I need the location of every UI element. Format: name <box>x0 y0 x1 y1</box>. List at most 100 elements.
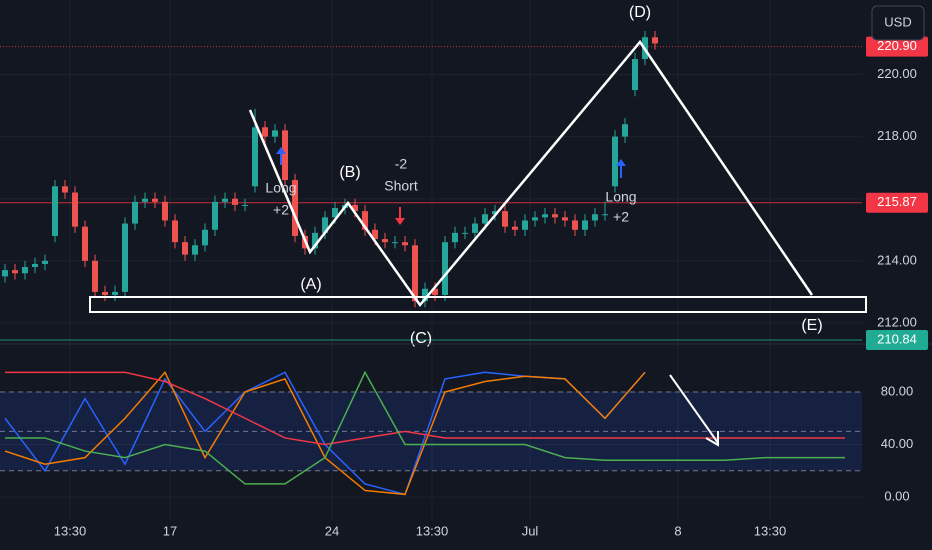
candle-body <box>602 214 608 216</box>
candle-body <box>82 226 88 261</box>
candle-body <box>242 204 248 206</box>
wave-label: (D) <box>629 4 651 21</box>
candle-body <box>582 220 588 230</box>
candle-body <box>112 291 118 295</box>
candle-body <box>42 260 48 264</box>
candle-body <box>182 242 188 255</box>
y-tick-label: 218.00 <box>877 128 917 143</box>
wave-pattern <box>248 39 814 308</box>
x-tick-label: 8 <box>674 523 681 538</box>
x-tick-label: 13:30 <box>416 523 449 538</box>
candle-body <box>382 239 388 243</box>
candle-body <box>322 217 328 233</box>
x-tick-label: 24 <box>325 523 339 538</box>
x-tick-label: Jul <box>522 523 539 538</box>
price-tag-label: 220.90 <box>877 38 917 53</box>
indicator-line <box>5 370 845 485</box>
candle-body <box>652 37 658 44</box>
price-tag-label: 215.87 <box>877 194 917 209</box>
price-tag-label: 210.84 <box>877 331 917 346</box>
candle-body <box>152 198 158 202</box>
candle-body <box>2 270 8 277</box>
candle-body <box>552 214 558 218</box>
candle-body <box>512 226 518 230</box>
short-arrow-head <box>395 218 405 225</box>
candle-body <box>572 220 578 230</box>
candle-body <box>92 260 98 292</box>
candle-body <box>462 232 468 234</box>
candle-body <box>222 198 228 202</box>
candle-body <box>232 198 238 205</box>
candle-body <box>622 124 628 137</box>
signal-label: Long <box>605 189 636 205</box>
candle-body <box>612 136 618 187</box>
long-arrow-head <box>616 159 626 166</box>
y-tick-label: 220.00 <box>877 66 917 81</box>
candle-body <box>142 198 148 202</box>
axis: 13:30172413:30Jul813:30212.00214.00216.0… <box>54 36 928 538</box>
candle-body <box>12 270 18 274</box>
candle-body <box>272 130 278 137</box>
signal-label: +2 <box>613 209 629 225</box>
x-tick-label: 13:30 <box>54 523 87 538</box>
signal-label: -2 <box>395 156 408 172</box>
long-arrow-head <box>276 147 286 154</box>
wave-label: (B) <box>339 164 360 181</box>
candle-body <box>402 242 408 246</box>
candle-body <box>62 186 68 193</box>
signal-label: Short <box>384 178 418 194</box>
price-tag <box>866 36 928 57</box>
wave-label: (C) <box>410 330 432 347</box>
candle-body <box>252 127 258 187</box>
candle-body <box>102 291 108 295</box>
candle-body <box>352 204 358 212</box>
candle-body <box>522 220 528 230</box>
candle-body <box>392 242 398 244</box>
candle-body <box>372 229 378 240</box>
candle-body <box>432 288 438 295</box>
candle-body <box>542 214 548 218</box>
candle-body <box>502 211 508 227</box>
x-tick-label: 17 <box>163 523 177 538</box>
candle-body <box>122 223 128 292</box>
wave-label: (E) <box>801 317 822 334</box>
candle-body <box>292 180 298 236</box>
candle-body <box>332 208 338 218</box>
candle-body <box>592 214 598 221</box>
currency-button[interactable] <box>871 5 925 41</box>
x-tick-label: 13:30 <box>754 523 787 538</box>
marks <box>2 31 845 496</box>
candle-body <box>162 201 168 221</box>
candle-body <box>472 223 478 233</box>
candle-body <box>262 127 268 137</box>
candle-body <box>492 211 498 215</box>
y-tick-label: 214.00 <box>877 252 917 267</box>
signal-label: Long <box>265 180 296 196</box>
candle-body <box>172 220 178 243</box>
down-arrow <box>669 374 719 444</box>
y-tick-label: 40.00 <box>881 436 914 451</box>
price-tag <box>866 330 928 350</box>
candle-body <box>482 214 488 224</box>
candle-body <box>442 242 448 295</box>
candle-body <box>132 201 138 224</box>
candle-body <box>212 201 218 230</box>
candle-body <box>422 288 428 302</box>
wave-label: (A) <box>300 276 321 293</box>
support-box <box>89 296 867 313</box>
indicator-band-bg <box>0 392 862 471</box>
candle-body <box>32 263 38 268</box>
indicator-line <box>5 371 845 446</box>
candle-body <box>202 229 208 246</box>
candle-body <box>52 186 58 236</box>
currency-label: USD <box>884 14 911 29</box>
signal-label: +2 <box>273 202 289 218</box>
candle-body <box>22 267 28 274</box>
y-tick-label: 212.00 <box>877 314 917 329</box>
candle-body <box>192 245 198 255</box>
candle-body <box>362 211 368 230</box>
y-tick-label: 80.00 <box>881 383 914 398</box>
y-tick-label: 0.00 <box>884 488 909 503</box>
candle-body <box>532 217 538 221</box>
